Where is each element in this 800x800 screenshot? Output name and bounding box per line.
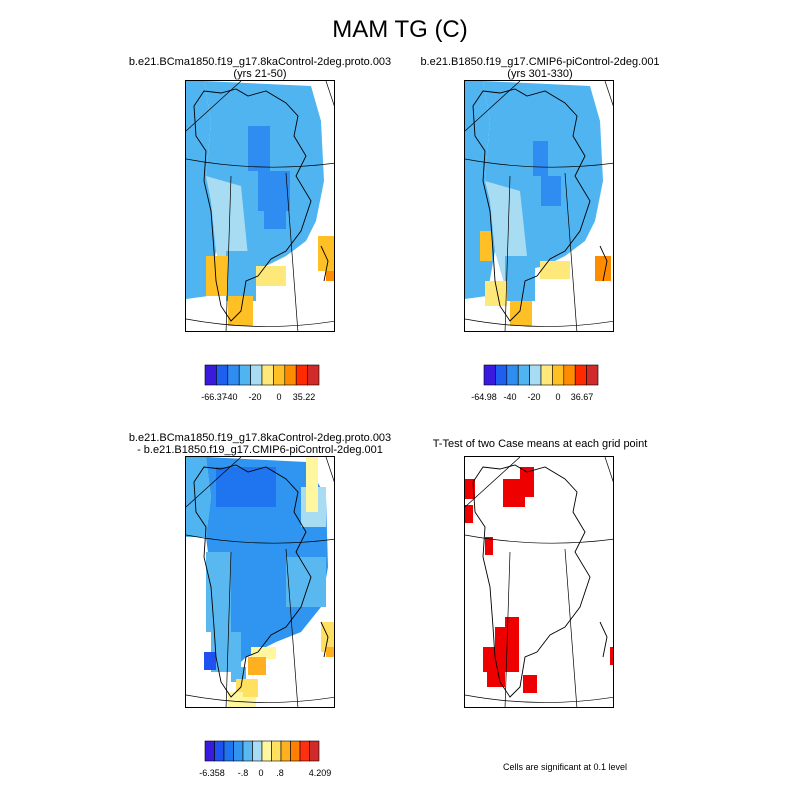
map-panel-4-svg [465,457,613,707]
colorbar-swatch [483,364,496,386]
map-panel-1 [185,80,335,332]
panel-1-title-line1: b.e21.BCma1850.f19_g17.8kaControl-2deg.p… [128,56,392,68]
colorbar-3 [202,740,322,762]
colorbar-swatch [271,740,282,762]
colorbar-swatch [204,364,217,386]
panel-2-title-line2: (yrs 301-330) [507,68,573,80]
map-panel-3-grid [186,457,334,707]
colorbar-swatch [250,364,263,386]
panel-1-title-line2: (yrs 21-50) [233,68,287,80]
colorbar-2-label-1: -40 [503,392,517,402]
colorbar-1-svg [204,364,320,386]
map-panel-2-svg [465,81,613,331]
colorbar-3-label-0: -6.358 [199,768,225,778]
panel-3-title: b.e21.BCma1850.f19_g17.8kaControl-2deg.p… [110,432,410,456]
map-panel-2 [464,80,614,332]
colorbar-swatch [204,740,215,762]
map-panel-3-cells [186,457,334,707]
colorbar-swatch [563,364,576,386]
colorbar-1-label-1: -40 [224,392,238,402]
colorbar-3-svg [204,740,320,762]
colorbar-swatch [261,364,274,386]
colorbar-swatch [223,740,234,762]
map-panel-3 [185,456,335,708]
map-panel-2-coast [472,88,608,322]
panel-4-title-line1: T-Test of two Case means at each grid po… [432,438,648,450]
colorbar-1-label-0: -66.37 [201,392,227,402]
colorbar-2-label-4: 36.67 [570,392,594,402]
colorbar-swatch [574,364,587,386]
panel-2-title: b.e21.B1850.f19_g17.CMIP6-piControl-2deg… [390,56,690,80]
colorbar-swatch [552,364,565,386]
colorbar-swatch [295,364,308,386]
colorbar-swatch [214,740,225,762]
colorbar-1-label-4: 35.22 [292,392,316,402]
colorbar-swatch [261,740,272,762]
colorbar-2-label-2: -20 [527,392,541,402]
map-panel-1-coast [193,88,329,322]
map-panel-3-coast [193,464,329,698]
panel-3-title-line1: b.e21.BCma1850.f19_g17.8kaControl-2deg.p… [128,432,392,444]
colorbar-swatch [299,740,310,762]
colorbar-swatch [238,364,251,386]
colorbar-swatch [227,364,240,386]
figure-title: MAM TG (C) [332,16,468,43]
colorbar-2 [481,364,601,386]
colorbar-swatch [586,364,599,386]
colorbar-2-label-0: -64.98 [471,392,497,402]
colorbar-swatch [233,740,244,762]
colorbar-3-label-2: 0 [258,768,264,778]
map-panel-4-cells [465,467,613,693]
map-panel-4-coast [472,464,608,698]
panel-1-title: b.e21.BCma1850.f19_g17.8kaControl-2deg.p… [110,56,410,80]
significance-note: Cells are significant at 0.1 level [502,762,628,772]
colorbar-3-label-3: .8 [276,768,284,778]
colorbar-swatch [273,364,286,386]
map-panel-4 [464,456,614,708]
colorbar-swatch [307,364,320,386]
colorbar-1 [202,364,322,386]
colorbar-swatch [529,364,542,386]
panel-2-title-line1: b.e21.B1850.f19_g17.CMIP6-piControl-2deg… [420,56,660,68]
colorbar-swatch [517,364,530,386]
colorbar-2-svg [483,364,599,386]
colorbar-3-label-4: 4.209 [308,768,332,778]
colorbar-1-label-3: 0 [276,392,282,402]
colorbar-swatch [252,740,263,762]
colorbar-swatch [309,740,320,762]
map-panel-3-svg [186,457,334,707]
colorbar-swatch [216,364,229,386]
colorbar-swatch [280,740,291,762]
colorbar-swatch [284,364,297,386]
panel-4-title: T-Test of two Case means at each grid po… [390,438,690,450]
panel-3-title-line2: - b.e21.B1850.f19_g17.CMIP6-piControl-2d… [137,444,383,456]
colorbar-swatch [506,364,519,386]
map-panel-1-svg [186,81,334,331]
map-panel-1-cells [186,81,334,326]
colorbar-1-label-2: -20 [248,392,262,402]
colorbar-3-label-1: -.8 [237,768,249,778]
colorbar-swatch [242,740,253,762]
colorbar-2-label-3: 0 [555,392,561,402]
colorbar-swatch [495,364,508,386]
colorbar-swatch [540,364,553,386]
map-panel-2-cells [465,81,611,326]
colorbar-swatch [290,740,301,762]
